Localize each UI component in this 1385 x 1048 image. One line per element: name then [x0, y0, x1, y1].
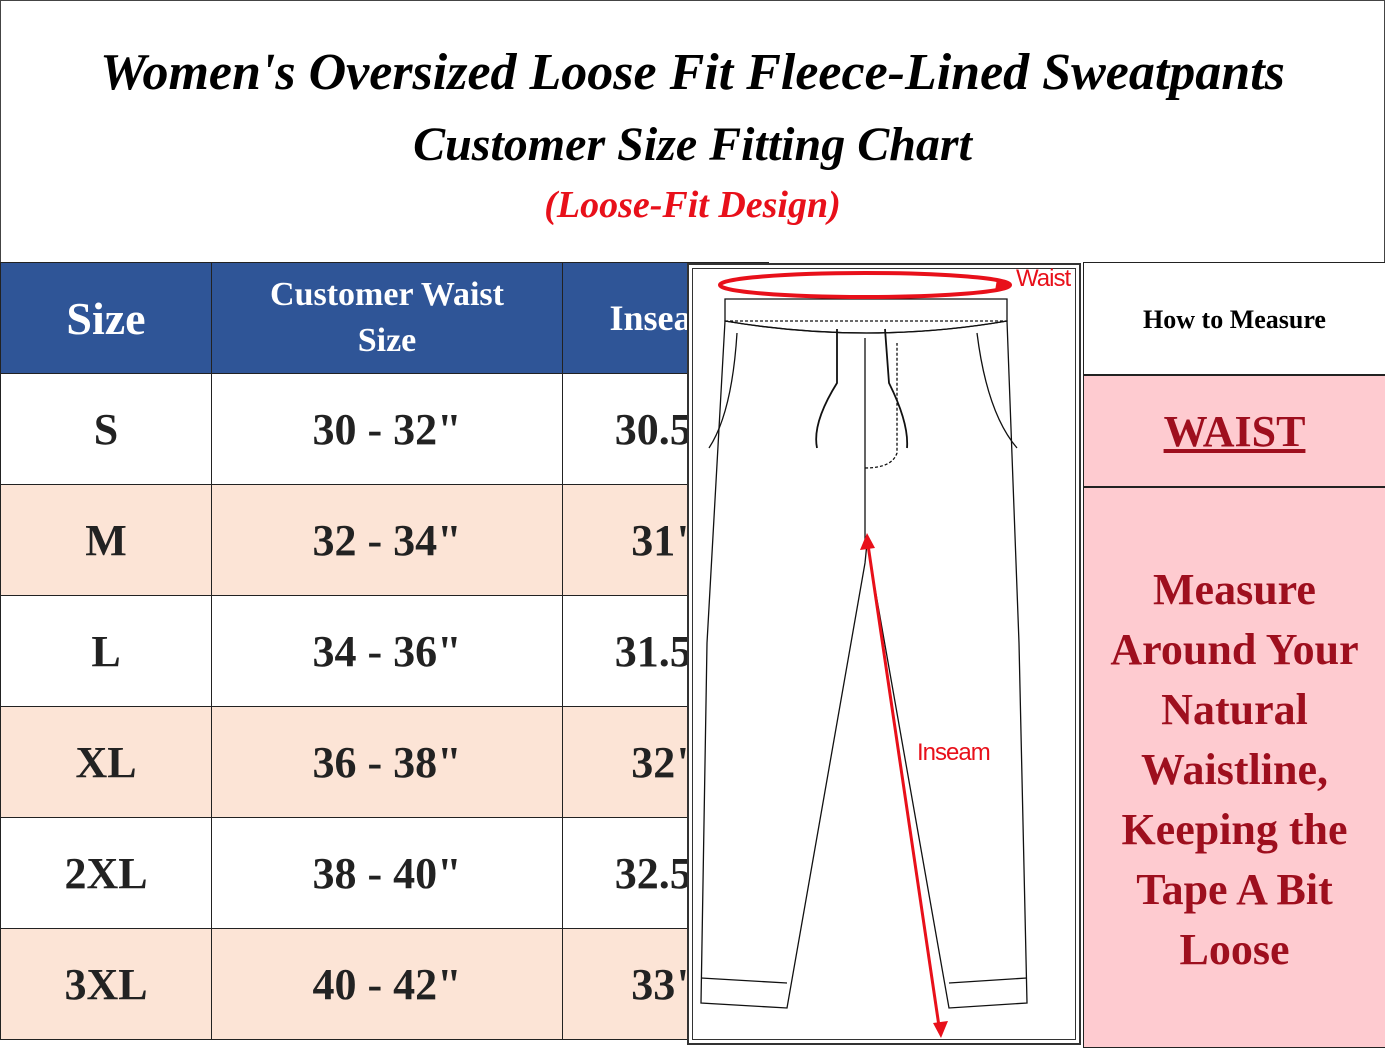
header-size: Size — [0, 262, 212, 374]
size-cell: S — [0, 373, 212, 485]
size-cell: M — [0, 484, 212, 596]
waist-cell: 38 - 40" — [211, 817, 563, 929]
waistband — [724, 298, 1008, 334]
size-cell: 3XL — [0, 928, 212, 1040]
size-table: Size Customer Waist Size Inseam S 30 - 32… — [0, 262, 769, 1040]
waist-cell: 40 - 42" — [211, 928, 563, 1040]
waist-cell: 30 - 32" — [211, 373, 563, 485]
pants-illustration — [700, 271, 1028, 1038]
pants-diagram: Waist Inseam — [687, 263, 1081, 1045]
table-row: M 32 - 34" 31" — [0, 484, 769, 596]
table-row: S 30 - 32" 30.5" — [0, 373, 769, 485]
waist-cell: 36 - 38" — [211, 706, 563, 818]
how-to-measure-panel: How to Measure WAIST Measure Around Your… — [1083, 262, 1385, 1048]
header-row: Size Customer Waist Size Inseam — [0, 262, 769, 374]
table-row: L 34 - 36" 31.5" — [0, 595, 769, 707]
pants-outline — [700, 320, 1028, 1009]
size-cell: XL — [0, 706, 212, 818]
table-row: 3XL 40 - 42" 33" — [0, 928, 769, 1040]
waist-cell: 32 - 34" — [211, 484, 563, 596]
title-area: Women's Oversized Loose Fit Fleece-Lined… — [0, 0, 1385, 262]
waist-arrow — [718, 271, 1012, 299]
chart-subtitle: Customer Size Fitting Chart — [413, 118, 972, 171]
table-row: 2XL 38 - 40" 32.5" — [0, 817, 769, 929]
header-waist: Customer Waist Size — [211, 262, 563, 374]
fit-note: (Loose-Fit Design) — [544, 184, 841, 226]
how-to-measure-header: How to Measure — [1083, 262, 1385, 375]
waist-label: Waist — [1016, 265, 1071, 292]
inseam-label: Inseam — [917, 739, 991, 766]
inseam-arrow — [860, 533, 948, 1038]
waist-cell: 34 - 36" — [211, 595, 563, 707]
waist-instruction: Measure Around Your Natural Waistline, K… — [1083, 487, 1385, 1048]
size-cell: 2XL — [0, 817, 212, 929]
product-title: Women's Oversized Loose Fit Fleece-Lined… — [100, 44, 1285, 101]
table-row: XL 36 - 38" 32" — [0, 706, 769, 818]
waist-section-title: WAIST — [1083, 375, 1385, 487]
size-cell: L — [0, 595, 212, 707]
